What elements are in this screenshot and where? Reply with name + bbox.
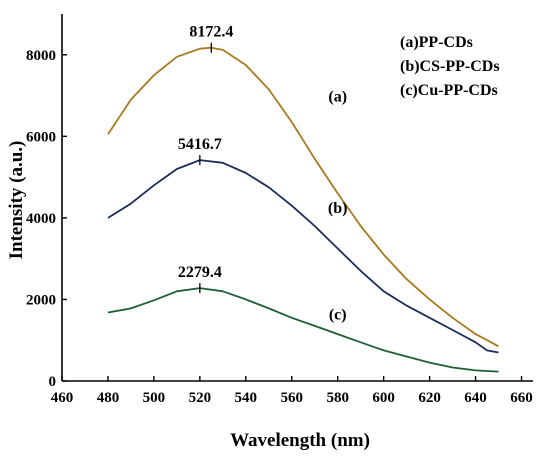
x-tick-label: 660 <box>510 390 533 406</box>
x-axis-ticks: 460 480 500 520 540 560 580 600 620 640 660 <box>51 376 533 406</box>
x-tick-label: 580 <box>326 390 349 406</box>
x-tick-label: 600 <box>372 390 395 406</box>
x-tick-label: 540 <box>235 390 258 406</box>
y-tick-label: 2000 <box>26 292 56 308</box>
peak-label-c: 2279.4 <box>178 264 222 281</box>
peak-label-b: 5416.7 <box>178 136 222 153</box>
y-tick-label: 0 <box>49 374 57 390</box>
series-layer <box>107 46 499 373</box>
y-tick-label: 4000 <box>26 211 56 227</box>
plot-frame <box>61 14 533 382</box>
x-tick-label: 480 <box>97 390 120 406</box>
curve-label-a: (a) <box>328 89 347 106</box>
x-tick-label: 560 <box>281 390 304 406</box>
curve-label-c: (c) <box>329 306 347 323</box>
y-tick-label: 8000 <box>26 48 56 64</box>
peak-label-a: 8172.4 <box>189 24 233 41</box>
legend-entry-c: (c)Cu-PP-CDs <box>400 82 498 99</box>
x-tick-label: 620 <box>418 390 441 406</box>
series-line-c <box>107 287 499 373</box>
label-layer: 8172.4 (a) 5416.7 (b) 2279.4 (c) <box>178 24 348 324</box>
y-axis-ticks: 0 2000 4000 6000 8000 <box>26 48 67 390</box>
legend-entry-b: (b)CS-PP-CDs <box>400 58 500 75</box>
y-tick-label: 6000 <box>26 129 56 145</box>
curve-label-b: (b) <box>328 200 348 217</box>
y-axis-title: Intensity (a.u.) <box>6 141 27 260</box>
series-line-b <box>107 159 499 354</box>
legend: (a)PP-CDs (b)CS-PP-CDs (c)Cu-PP-CDs <box>400 34 500 99</box>
x-tick-label: 500 <box>143 390 166 406</box>
x-axis-title: Wavelength (nm) <box>230 430 370 451</box>
series-line-a <box>107 46 499 348</box>
x-tick-label: 520 <box>189 390 212 406</box>
x-tick-label: 640 <box>464 390 487 406</box>
legend-entry-a: (a)PP-CDs <box>400 34 473 51</box>
x-tick-label: 460 <box>51 390 74 406</box>
